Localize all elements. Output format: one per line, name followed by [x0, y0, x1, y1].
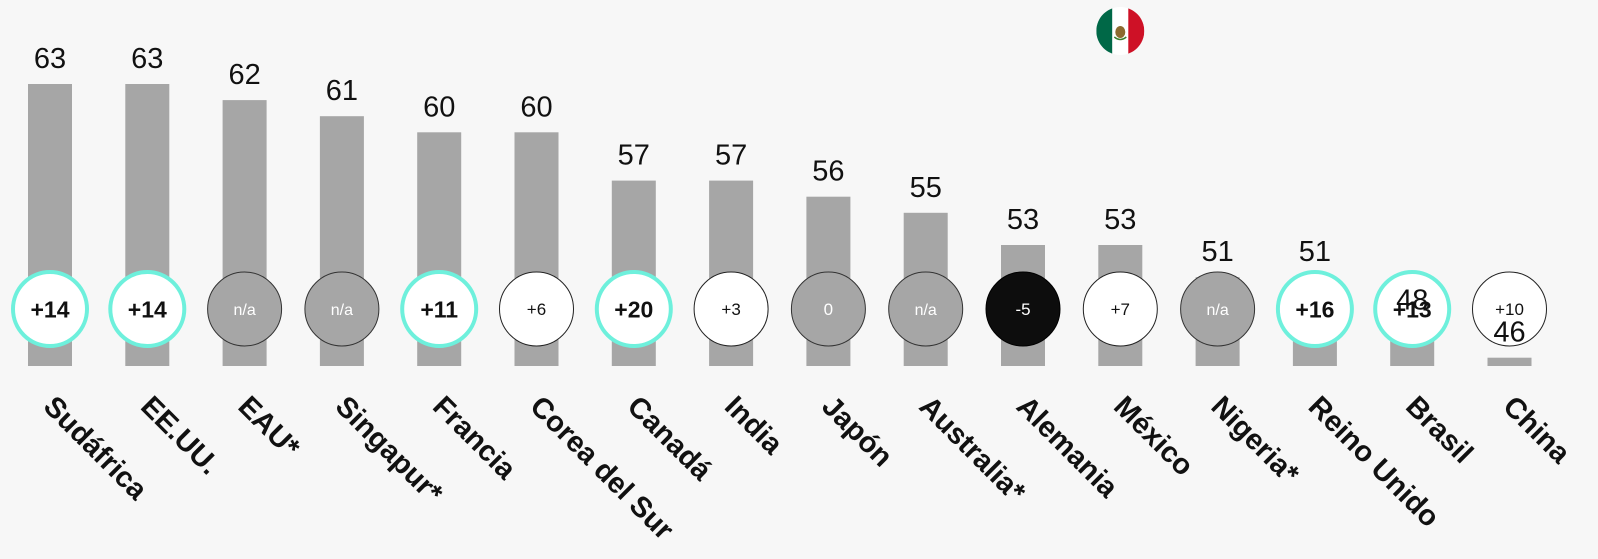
change-badge-circle	[11, 270, 89, 348]
change-badge: +16	[1275, 270, 1354, 348]
change-badge-label: +16	[1295, 296, 1334, 322]
bar-value-label: 56	[812, 156, 844, 188]
change-badge: +3	[693, 271, 769, 347]
bar-value-label: 57	[618, 140, 650, 172]
bar-value-label: 61	[326, 75, 358, 107]
change-badge-label: +10	[1495, 300, 1524, 319]
change-badge-label: +14	[30, 296, 69, 322]
bar-value-label: 51	[1299, 236, 1331, 268]
change-badge: +14	[108, 270, 187, 348]
category-label: India	[718, 390, 789, 461]
category-label: Japón	[815, 390, 898, 473]
change-badge-circle	[1373, 270, 1452, 348]
change-badge-label: +14	[128, 296, 167, 322]
change-badge: 0	[790, 271, 866, 347]
change-badge-circle	[1180, 271, 1256, 347]
change-badge-circle	[499, 271, 574, 347]
change-badge-circle	[108, 270, 187, 348]
category-label: México	[1107, 390, 1199, 482]
bar-value-label: 57	[715, 140, 747, 172]
change-badge-label: n/a	[233, 302, 255, 319]
bar-value-label: 53	[1104, 204, 1136, 236]
category-label: Brasil	[1399, 390, 1479, 470]
bar	[1487, 357, 1532, 366]
change-badge: +20	[594, 270, 673, 348]
change-badge-circle	[304, 271, 380, 347]
change-badge: n/a	[888, 271, 964, 347]
change-badge-circle	[888, 271, 964, 347]
change-badge-circle	[693, 271, 769, 347]
change-badge-label: +3	[721, 300, 740, 319]
change-badge-label: +13	[1393, 296, 1432, 322]
bar-value-label: 51	[1201, 236, 1233, 268]
category-label: China	[1497, 390, 1577, 470]
bar-value-label: 55	[910, 172, 942, 204]
category-label: Canadá	[621, 390, 718, 487]
mexico-flag-icon	[1096, 7, 1145, 55]
change-badge: -5	[985, 271, 1061, 347]
change-badge-label: +20	[614, 296, 653, 322]
change-badge-circle	[1275, 270, 1354, 348]
bar-value-label: 63	[131, 43, 163, 75]
bar-value-label: 53	[1007, 204, 1039, 236]
change-badge: +13	[1373, 270, 1452, 348]
change-badge-label: -5	[1015, 300, 1030, 319]
category-label: Nigeria*	[1205, 390, 1306, 491]
bar-value-label: 62	[228, 59, 260, 91]
change-badge-label: +11	[420, 296, 458, 322]
change-badge: +7	[1082, 271, 1158, 347]
bar-value-label: 63	[34, 43, 66, 75]
change-badge: n/a	[304, 271, 380, 347]
change-badge-circle	[1472, 271, 1547, 347]
category-label: EAU*	[232, 390, 306, 464]
bar-value-label: 60	[520, 91, 552, 123]
change-badge-label: +7	[1111, 300, 1130, 319]
change-badge: +14	[11, 270, 89, 348]
change-badge-circle	[594, 270, 673, 348]
bar-value-label: 48	[1396, 285, 1428, 317]
change-badge: +10	[1472, 271, 1547, 347]
change-badge-circle	[207, 271, 283, 347]
change-badge: +6	[499, 271, 574, 347]
change-badge-label: n/a	[331, 302, 353, 319]
bar-value-label: 60	[423, 91, 455, 123]
change-badge-circle	[400, 270, 479, 348]
category-label: Francia	[426, 390, 522, 486]
change-badge-label: n/a	[915, 302, 937, 319]
change-badge-label: +6	[527, 300, 546, 319]
bar-value-label: 46	[1493, 317, 1525, 349]
change-badge-label: n/a	[1206, 302, 1228, 319]
change-badge-circle	[790, 271, 866, 347]
change-badge: +11	[400, 270, 479, 348]
category-label: EE.UU.	[134, 390, 225, 481]
change-badge: n/a	[207, 271, 283, 347]
category-label: Sudáfrica	[37, 390, 154, 507]
change-badge: n/a	[1180, 271, 1256, 347]
change-badge-label: 0	[824, 300, 833, 319]
change-badge-circle	[1082, 271, 1158, 347]
change-badge-circle	[985, 271, 1061, 347]
